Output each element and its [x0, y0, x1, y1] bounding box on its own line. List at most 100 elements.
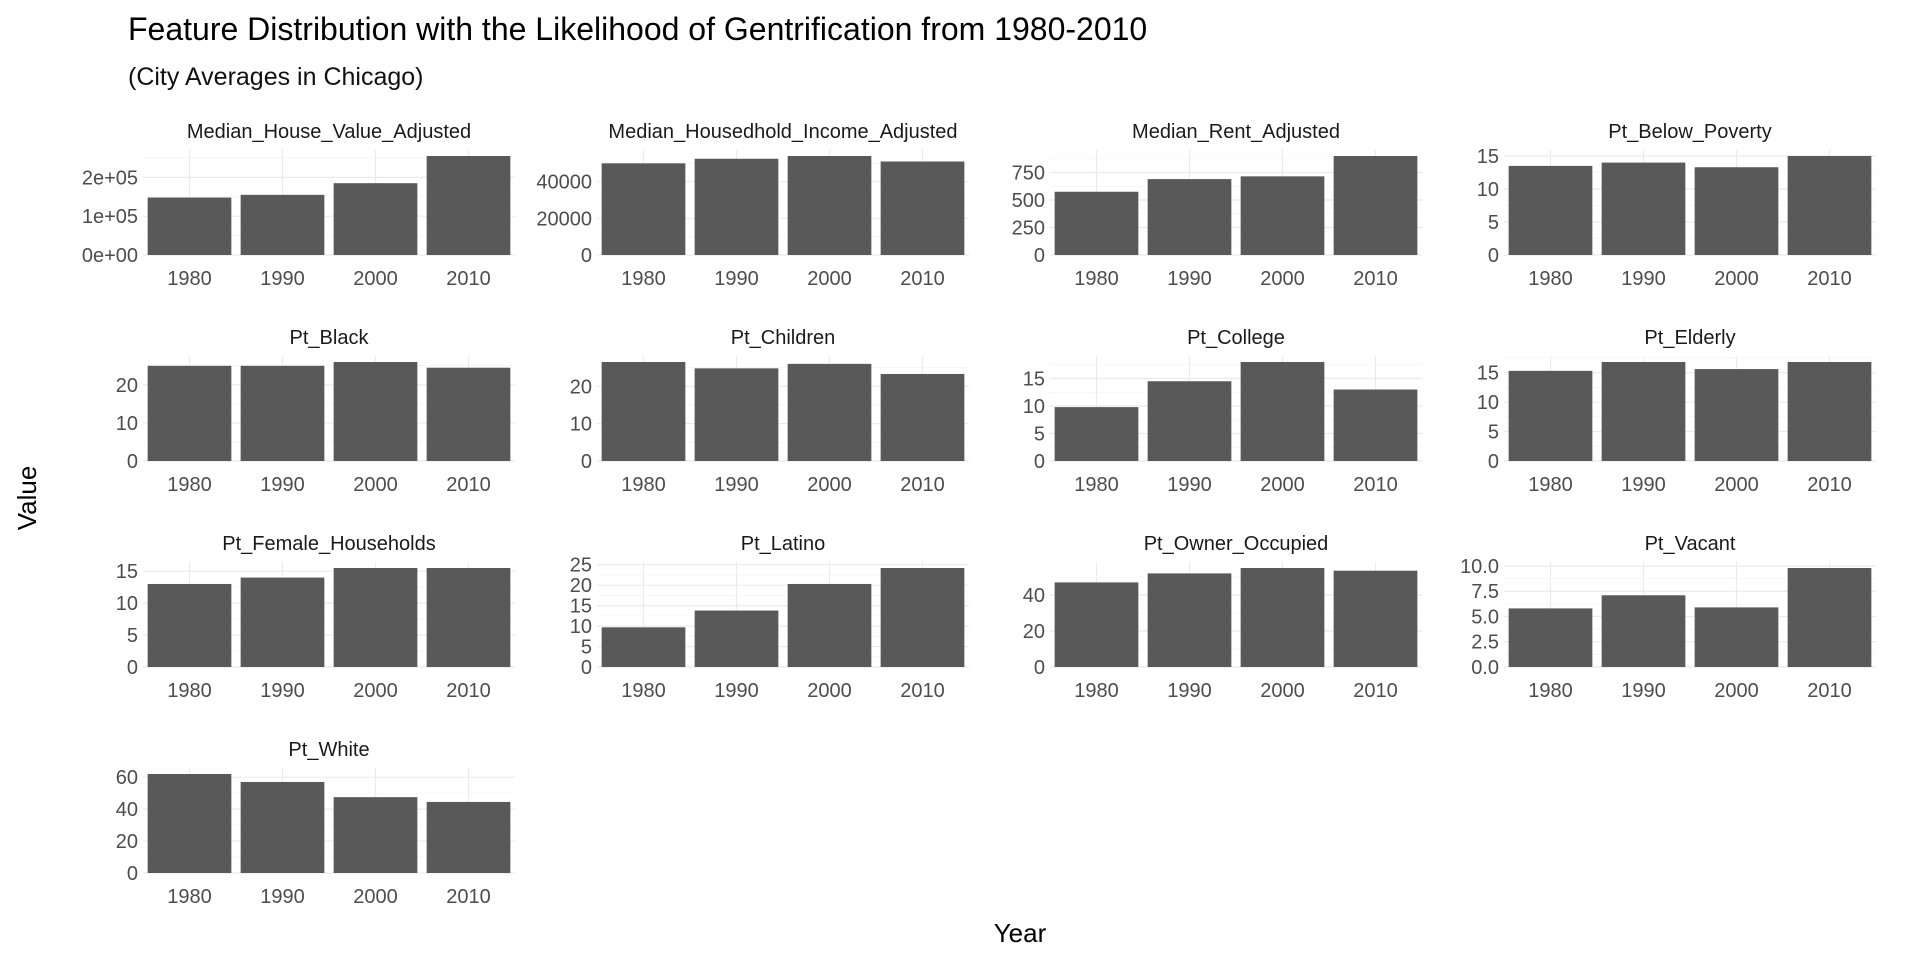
bar [1333, 570, 1418, 667]
facet-title: Pt_White [288, 739, 369, 761]
y-tick-label: 15 [1477, 363, 1499, 385]
x-tick-label: 2010 [1353, 268, 1398, 290]
bar [694, 610, 779, 667]
y-tick-label: 15 [570, 596, 592, 618]
bar [880, 568, 965, 667]
bar [601, 362, 686, 461]
bar [880, 161, 965, 255]
y-tick-label: 40 [116, 799, 138, 821]
bar [1508, 165, 1593, 255]
bar [1787, 362, 1872, 461]
x-tick-label: 2000 [353, 886, 398, 908]
x-tick-label: 2000 [1260, 268, 1305, 290]
bar [1694, 369, 1779, 461]
facet-title: Median_Rent_Adjusted [1132, 121, 1340, 143]
bar [1787, 568, 1872, 667]
y-tick-label: 0 [1488, 451, 1499, 473]
bar [240, 194, 325, 255]
bar [601, 627, 686, 667]
bar [1508, 370, 1593, 461]
x-tick-label: 2000 [807, 268, 852, 290]
y-tick-label: 250 [1012, 218, 1045, 240]
y-tick-label: 20 [116, 831, 138, 853]
y-tick-label: 20 [570, 376, 592, 398]
y-tick-label: 5.0 [1471, 606, 1499, 628]
x-tick-label: 1990 [260, 474, 305, 496]
y-tick-label: 25 [570, 555, 592, 577]
facet-title: Median_Housedhold_Income_Adjusted [608, 121, 957, 143]
bar [240, 781, 325, 873]
x-tick-label: 1980 [621, 474, 666, 496]
y-tick-label: 0 [127, 863, 138, 885]
y-tick-label: 20 [116, 375, 138, 397]
bar [1601, 595, 1686, 667]
x-tick-label: 2010 [446, 474, 491, 496]
y-tick-label: 7.5 [1471, 581, 1499, 603]
x-tick-label: 1980 [1074, 268, 1119, 290]
y-tick-label: 0 [581, 451, 592, 473]
x-tick-label: 1990 [260, 680, 305, 702]
bar [147, 583, 232, 667]
x-tick-label: 2010 [1807, 680, 1852, 702]
x-tick-label: 2000 [807, 680, 852, 702]
facet-title: Pt_Female_Households [222, 533, 435, 555]
facet-panels: Median_House_Value_Adjusted 0e+00 1e+05 2e+… [82, 121, 1876, 908]
bar [787, 363, 872, 461]
bar [1694, 607, 1779, 667]
facet-panel: Pt_Below_Poverty 0 5 10 15 1980 1990 2000 2010 [1477, 121, 1876, 290]
y-tick-label: 15 [116, 561, 138, 583]
x-tick-label: 2010 [900, 268, 945, 290]
y-tick-label: 60 [116, 767, 138, 789]
bar [147, 774, 232, 873]
facet-title: Pt_Below_Poverty [1608, 121, 1771, 143]
bar [787, 156, 872, 255]
bar [1333, 389, 1418, 461]
bar [1240, 568, 1325, 667]
bar [1147, 381, 1232, 461]
x-tick-label: 1980 [167, 268, 212, 290]
facet-panel: Pt_Children 0 10 20 1980 1990 2000 2010 [570, 327, 969, 496]
bar [426, 801, 511, 873]
x-tick-label: 1990 [1621, 268, 1666, 290]
y-tick-label: 10 [1477, 392, 1499, 414]
x-tick-label: 2010 [1353, 474, 1398, 496]
x-tick-label: 1990 [1621, 680, 1666, 702]
y-tick-label: 20000 [536, 208, 592, 230]
facet-title: Pt_Vacant [1645, 533, 1736, 555]
x-tick-label: 1980 [1528, 474, 1573, 496]
x-tick-label: 2010 [446, 886, 491, 908]
bar [1601, 362, 1686, 461]
facet-panel: Pt_Black 0 10 20 1980 1990 2000 2010 [116, 327, 515, 496]
y-tick-label: 10 [570, 414, 592, 436]
facet-title: Pt_College [1187, 327, 1285, 349]
bar [1601, 162, 1686, 255]
y-tick-label: 0 [1034, 245, 1045, 267]
y-tick-label: 20 [570, 575, 592, 597]
y-tick-label: 0 [127, 451, 138, 473]
x-tick-label: 2000 [1260, 474, 1305, 496]
x-tick-label: 2000 [353, 268, 398, 290]
x-tick-label: 1990 [1621, 474, 1666, 496]
x-tick-label: 1980 [621, 680, 666, 702]
x-tick-label: 2010 [446, 680, 491, 702]
chart-subtitle: (City Averages in Chicago) [128, 63, 424, 91]
facet-title: Pt_Owner_Occupied [1144, 533, 1329, 555]
facet-panel: Pt_White 0 20 40 60 1980 1990 2000 2010 [116, 739, 515, 908]
bar [1787, 156, 1872, 255]
x-tick-label: 1980 [1074, 474, 1119, 496]
chart-title: Feature Distribution with the Likelihood… [128, 11, 1147, 47]
bar [147, 197, 232, 255]
y-tick-label: 0 [127, 657, 138, 679]
bar [694, 158, 779, 255]
y-tick-label: 5 [1488, 212, 1499, 234]
y-tick-label: 20 [1023, 621, 1045, 643]
x-tick-label: 2000 [1714, 474, 1759, 496]
y-tick-label: 5 [1034, 424, 1045, 446]
x-tick-label: 2000 [1714, 680, 1759, 702]
bar [1694, 167, 1779, 255]
bar [1054, 407, 1139, 461]
x-tick-label: 1980 [1528, 680, 1573, 702]
y-tick-label: 5 [581, 637, 592, 659]
bar [333, 362, 418, 461]
